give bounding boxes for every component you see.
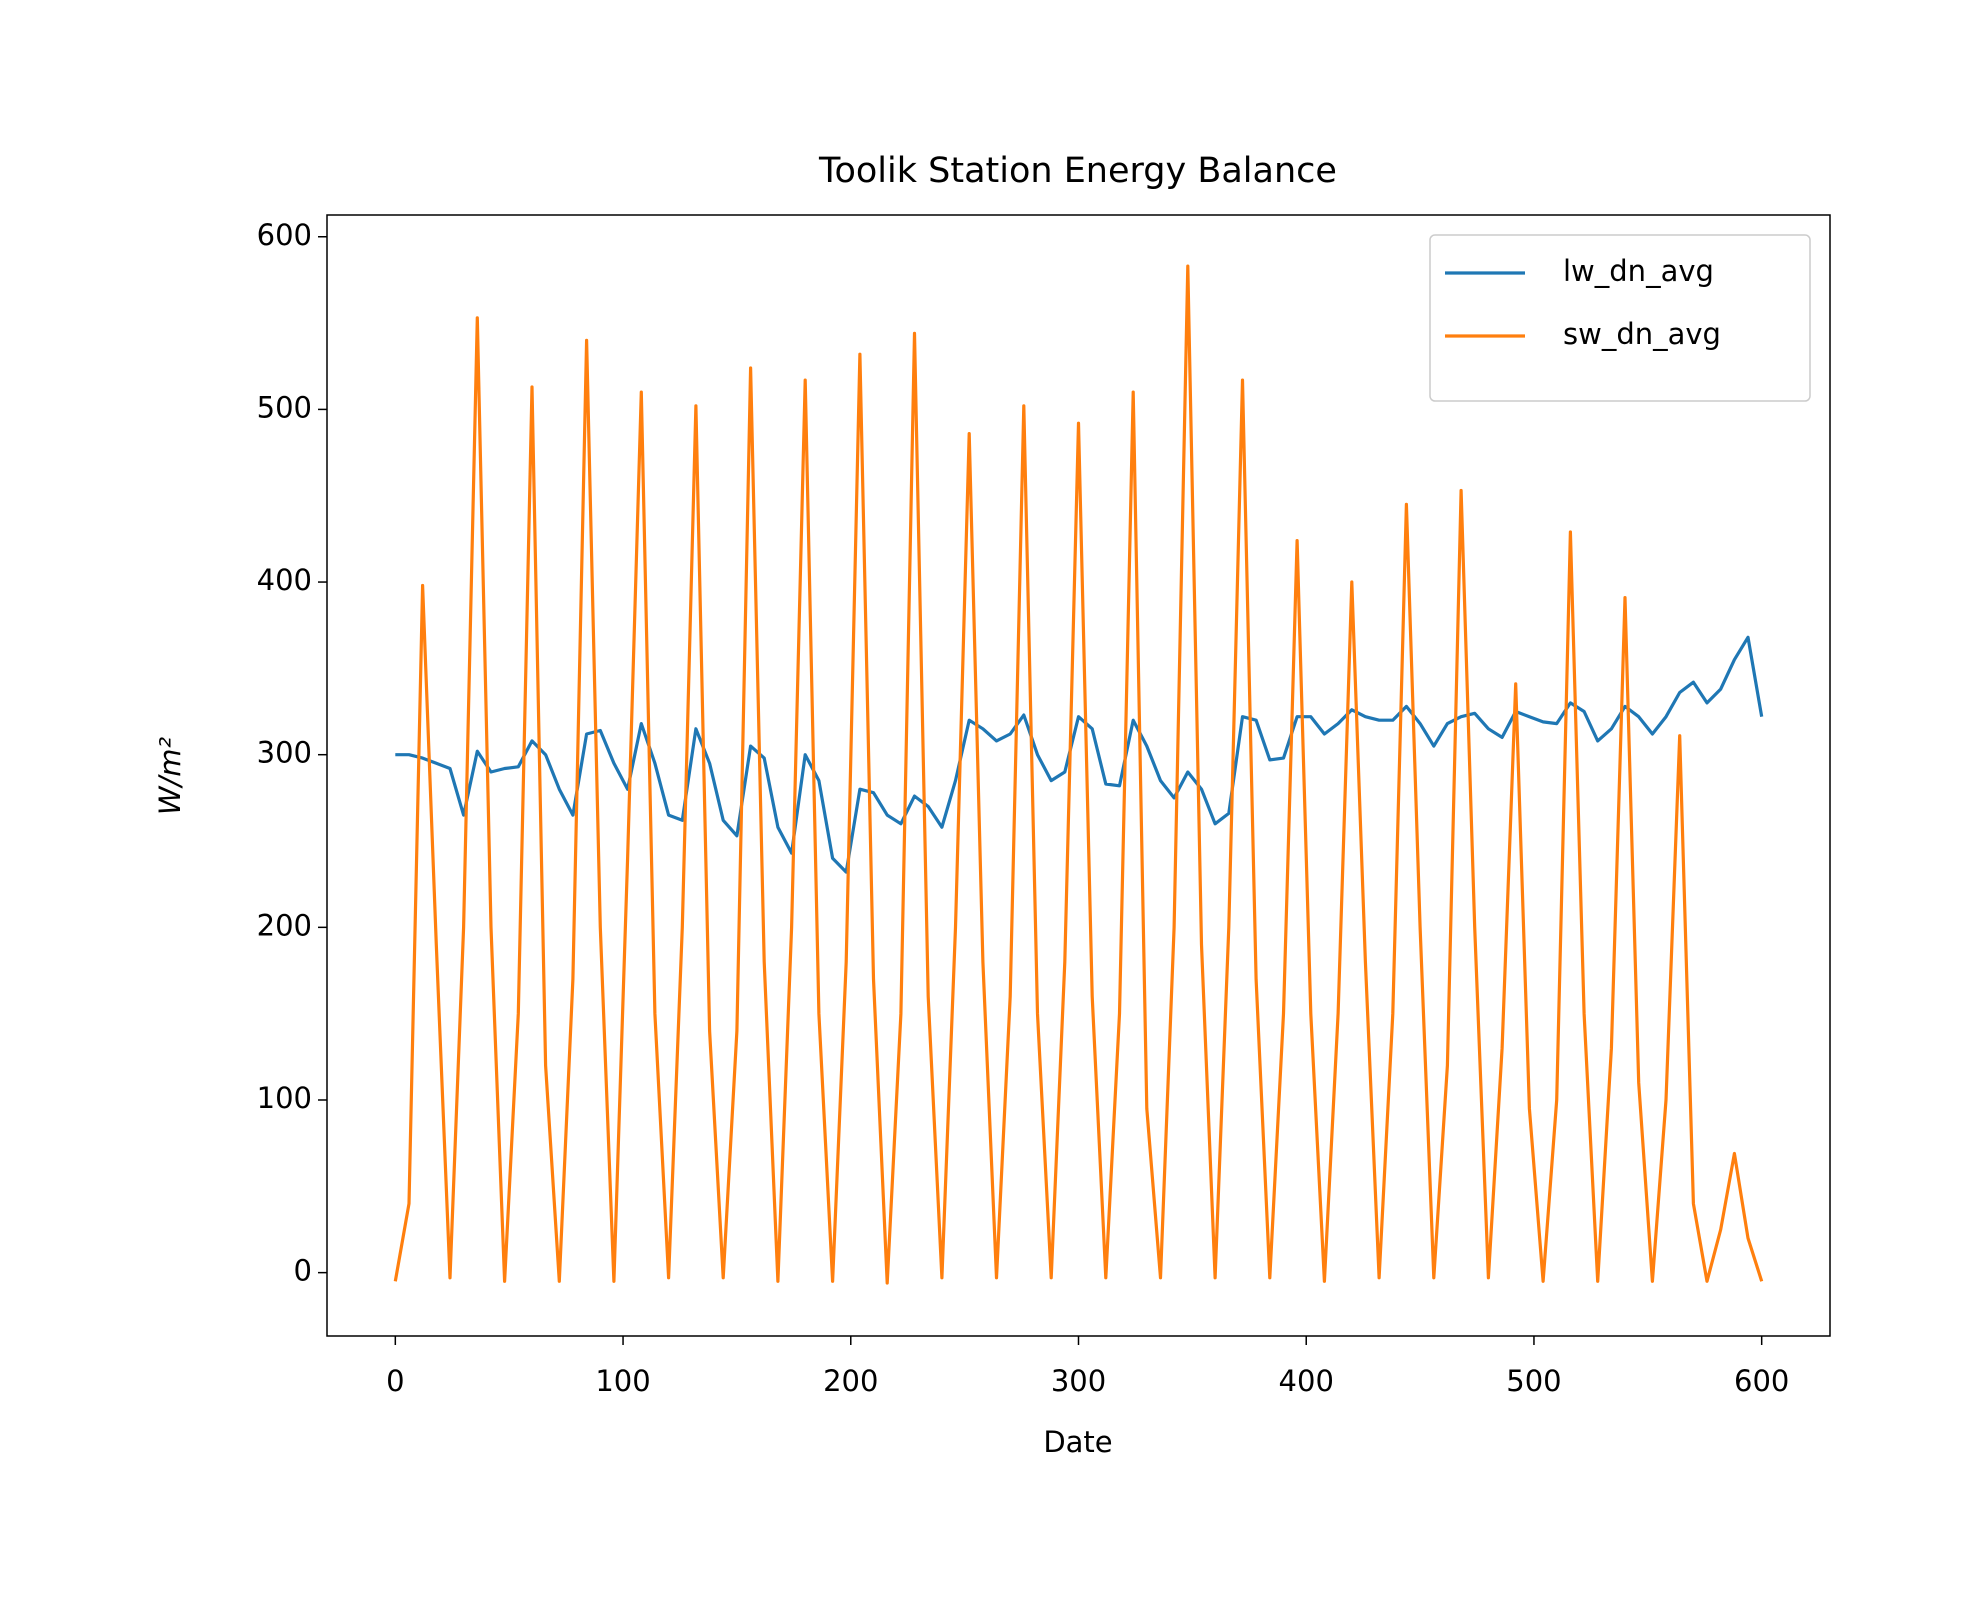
y-tick-label: 100 <box>257 1081 312 1115</box>
x-tick-label: 600 <box>1734 1364 1789 1398</box>
x-tick-label: 500 <box>1506 1364 1561 1398</box>
y-tick-label: 600 <box>257 218 312 252</box>
plot-frame <box>326 214 1831 1337</box>
x-axis-label: Date <box>1043 1425 1112 1459</box>
y-tick-label: 300 <box>257 736 312 770</box>
y-axis-label: W/m² <box>153 736 187 815</box>
x-tick-label: 300 <box>1051 1364 1106 1398</box>
y-tick-label: 500 <box>257 390 312 424</box>
y-tick-label: 0 <box>294 1254 312 1288</box>
series-line <box>395 635 1764 874</box>
x-tick-label: 100 <box>595 1364 650 1398</box>
legend-box <box>1429 234 1811 402</box>
x-tick-label: 0 <box>386 1364 404 1398</box>
x-tick-label: 200 <box>823 1364 878 1398</box>
legend-label: lw_dn_avg <box>1563 254 1714 288</box>
legend-label: sw_dn_avg <box>1563 317 1721 351</box>
chart-title: Toolik Station Energy Balance <box>818 151 1337 191</box>
x-tick-label: 400 <box>1279 1364 1334 1398</box>
series-line <box>393 264 1764 1285</box>
y-tick-label: 400 <box>257 563 312 597</box>
y-tick-label: 200 <box>257 908 312 942</box>
